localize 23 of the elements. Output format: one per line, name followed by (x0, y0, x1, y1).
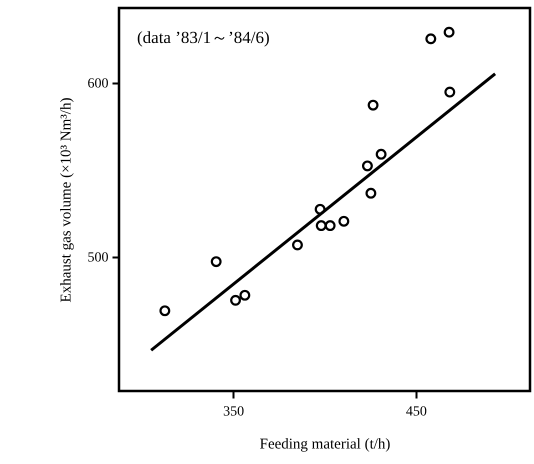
point (338, 216, 350, 227)
point (292, 240, 303, 250)
point (362, 160, 373, 172)
y-tick-label: 500 (88, 250, 108, 266)
point (425, 33, 436, 44)
y-tick-label: 600 (88, 76, 108, 92)
annotation: (data ’83/1～’84/6) (137, 28, 270, 47)
point (444, 86, 456, 98)
point (376, 148, 387, 160)
x-tick-label: 350 (223, 404, 244, 420)
y-axis-title: Exhaust gas volume (×10³ Nm³/h) (58, 98, 74, 302)
point (159, 305, 170, 316)
point (239, 290, 250, 301)
point (210, 256, 222, 268)
point (314, 204, 326, 215)
x-tick-label: 450 (406, 404, 427, 420)
point (368, 100, 379, 111)
x-axis-title: Feeding material (t/h) (260, 436, 390, 452)
point (230, 294, 241, 306)
point (444, 26, 455, 38)
point (324, 220, 336, 232)
point (316, 220, 327, 232)
point (365, 188, 376, 199)
